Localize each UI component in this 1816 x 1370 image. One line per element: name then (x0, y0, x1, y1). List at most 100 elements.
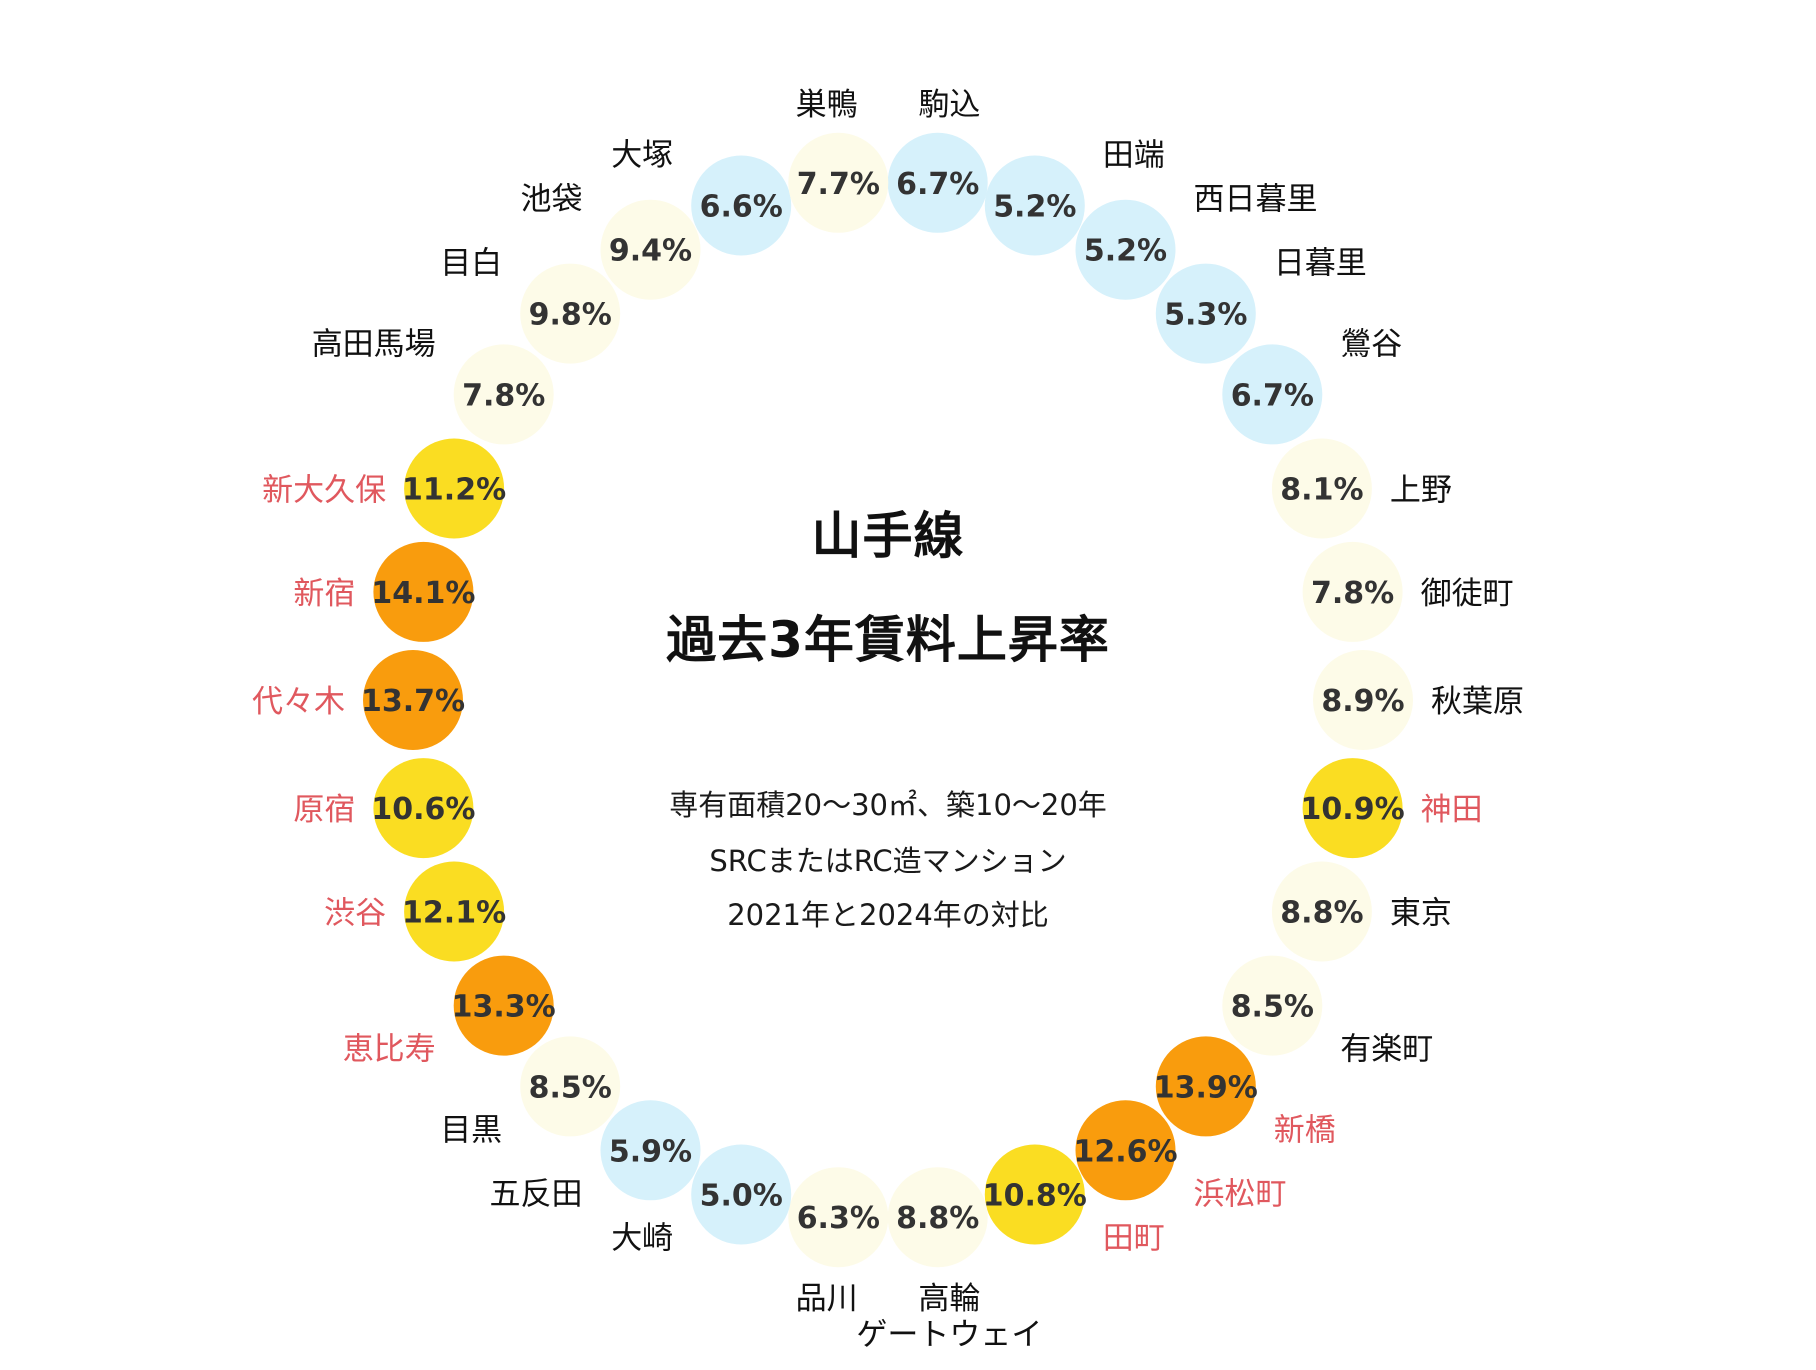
station-value: 10.6% (371, 792, 475, 827)
station-value: 8.5% (529, 1070, 612, 1105)
station-circle (453, 955, 554, 1056)
station-circle (1313, 650, 1413, 750)
station-circle (1222, 955, 1323, 1056)
station-name: 大塚 (611, 138, 673, 174)
station-name: 新宿 (293, 576, 355, 612)
station-name-line: 駒込 (918, 87, 980, 123)
station-value: 11.2% (402, 473, 506, 508)
station-item: 6.7% 駒込 (887, 87, 988, 233)
station-value: 5.3% (1164, 298, 1247, 333)
station-item: 10.9% 神田 (1301, 758, 1483, 859)
station-value: 7.8% (462, 378, 545, 413)
station-circle (1155, 1036, 1256, 1137)
station-circle (600, 1100, 701, 1201)
station-value: 8.8% (1280, 896, 1363, 931)
station-name: 田端 (1103, 138, 1165, 174)
station-name: 代々木 (252, 684, 345, 720)
station-name-line: 新大久保 (262, 473, 386, 509)
station-name: 西日暮里 (1194, 182, 1318, 218)
station-name: 田町 (1103, 1221, 1165, 1257)
station-circle (520, 1036, 621, 1137)
station-circle (1302, 758, 1403, 859)
station-name: 高田馬場 (312, 326, 436, 362)
station-name-line: 有楽町 (1340, 1032, 1433, 1068)
station-name-line: 品川 (796, 1281, 858, 1317)
station-name: 鶯谷 (1340, 326, 1402, 362)
station-circle (1075, 1100, 1176, 1201)
station-name: 上野 (1390, 473, 1452, 509)
station-name: 目白 (440, 246, 502, 282)
station-circle (887, 132, 988, 233)
station-value: 6.3% (797, 1201, 880, 1236)
station-item: 8.5% 有楽町 (1222, 955, 1433, 1068)
station-name-line: 五反田 (490, 1176, 583, 1212)
station-item: 8.9% 秋葉原 (1313, 650, 1524, 750)
station-name: 恵比寿 (343, 1032, 436, 1068)
station-name-line: 原宿 (293, 792, 355, 828)
station-value: 8.8% (896, 1201, 979, 1236)
chart-subtitle-line-2: SRCまたはRC造マンション (709, 844, 1067, 878)
station-circle (600, 199, 701, 300)
station-item: 11.2% 新大久保 (262, 438, 506, 539)
station-item: 13.3% 恵比寿 (343, 955, 556, 1068)
station-item: 6.6% 大塚 (611, 138, 792, 256)
station-value: 6.6% (700, 190, 783, 225)
station-item: 13.9% 新橋 (1154, 1036, 1336, 1148)
station-name: 浜松町 (1194, 1176, 1287, 1212)
station-circle (453, 344, 554, 445)
station-circle (984, 155, 1085, 256)
chart-title-line-1: 山手線 (811, 507, 965, 565)
station-value: 13.7% (361, 684, 465, 719)
station-name-line: 目黒 (440, 1112, 502, 1148)
station-name: 目黒 (440, 1112, 502, 1148)
station-name-line: 大崎 (611, 1221, 673, 1257)
station-circle (363, 650, 463, 750)
station-name-line: 東京 (1390, 896, 1452, 932)
station-name-line: 鶯谷 (1340, 326, 1402, 362)
station-item: 10.8% 田町 (983, 1144, 1165, 1257)
station-item: 8.5% 目黒 (440, 1036, 621, 1148)
station-item: 12.1% 渋谷 (324, 861, 506, 962)
station-item: 14.1% 新宿 (293, 541, 475, 642)
station-name-line: 代々木 (252, 684, 345, 720)
station-value: 5.2% (993, 190, 1076, 225)
station-name: 巣鴨 (796, 87, 858, 123)
station-name: 五反田 (490, 1176, 583, 1212)
station-name: 高輪ゲートウェイ (856, 1281, 1042, 1353)
station-circle (404, 861, 505, 962)
station-value: 9.8% (529, 298, 612, 333)
station-value: 6.7% (1231, 378, 1314, 413)
station-circle (373, 541, 474, 642)
station-circle (887, 1167, 988, 1268)
station-name-line: 恵比寿 (343, 1032, 436, 1068)
station-name-line: 西日暮里 (1194, 182, 1318, 218)
station-name-line: 大塚 (611, 138, 673, 174)
station-name-line: 目白 (440, 246, 502, 282)
chart-subtitle-line-1: 専有面積20〜30㎡、築10〜20年 (669, 788, 1107, 822)
station-name: 駒込 (918, 87, 980, 123)
station-item: 8.8% 東京 (1271, 861, 1452, 962)
station-item: 9.8% 目白 (440, 246, 621, 364)
station-item: 7.7% 巣鴨 (788, 87, 889, 233)
station-name-line: 新橋 (1274, 1112, 1336, 1148)
station-circle (1075, 199, 1176, 300)
station-value: 8.5% (1231, 990, 1314, 1025)
station-item: 7.8% 高田馬場 (312, 326, 554, 445)
station-name-line: 新宿 (293, 576, 355, 612)
station-name-line: 秋葉原 (1431, 684, 1524, 720)
station-circle (404, 438, 505, 539)
station-name-line: ゲートウェイ (856, 1317, 1042, 1353)
station-name-line: 巣鴨 (796, 87, 858, 123)
station-circle (788, 132, 889, 233)
station-item: 9.4% 池袋 (521, 182, 701, 300)
station-circle (1302, 541, 1403, 642)
station-item: 5.2% 西日暮里 (1075, 182, 1318, 300)
station-item: 13.7% 代々木 (252, 650, 465, 750)
station-item: 6.7% 鶯谷 (1222, 326, 1402, 445)
station-item: 7.8% 御徒町 (1302, 541, 1514, 642)
station-circle (1271, 438, 1372, 539)
station-item: 12.6% 浜松町 (1073, 1100, 1287, 1212)
station-item: 5.2% 田端 (984, 138, 1165, 256)
station-item: 8.1% 上野 (1271, 438, 1452, 539)
station-circle (520, 263, 621, 364)
